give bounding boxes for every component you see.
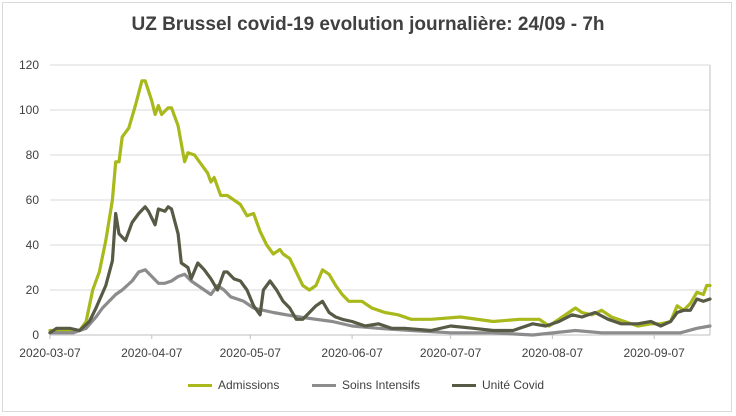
- legend-label-soins-intensifs: Soins Intensifs: [342, 378, 421, 392]
- x-tick-label-2020-07-07: 2020-07-07: [420, 346, 482, 360]
- x-tick-label-2020-08-07: 2020-08-07: [522, 346, 584, 360]
- x-tick-label-2020-05-07: 2020-05-07: [220, 346, 282, 360]
- chart-title: UZ Brussel covid-19 evolution journalièr…: [131, 14, 605, 35]
- legend-swatch-admissions: [188, 384, 212, 387]
- series-line-unite-covid: [48, 205, 712, 335]
- y-tick-label-20: 20: [26, 283, 40, 297]
- legend-label-admissions: Admissions: [218, 378, 280, 392]
- y-tick-label-120: 120: [19, 58, 39, 72]
- x-tick-label-2020-03-07: 2020-03-07: [19, 346, 81, 360]
- y-tick-label-60: 60: [26, 193, 40, 207]
- legend-swatch-unite-covid: [452, 384, 476, 387]
- gridlines: [50, 64, 710, 291]
- y-axis-ticks: 0 20 40 60 80 100 120: [19, 58, 39, 342]
- chart-frame: [2, 2, 732, 412]
- y-tick-label-40: 40: [26, 238, 40, 252]
- x-axis-ticks: 2020-03-07 2020-04-07 2020-05-07 2020-06-07…: [19, 335, 685, 360]
- x-tick-label-2020-04-07: 2020-04-07: [121, 346, 183, 360]
- legend-swatch-soins-intensifs: [312, 384, 336, 387]
- legend-label-unite-covid: Unité Covid: [482, 378, 545, 392]
- x-tick-label-2020-06-07: 2020-06-07: [321, 346, 383, 360]
- series-line-soins-intensifs: [48, 268, 712, 337]
- y-tick-label-80: 80: [26, 148, 40, 162]
- y-tick-label-100: 100: [19, 103, 39, 117]
- chart-legend: Admissions Soins Intensifs Unité Covid: [0, 376, 736, 394]
- y-tick-label-0: 0: [32, 328, 39, 342]
- series-lines: [48, 79, 712, 337]
- series-line-admissions: [48, 79, 712, 333]
- x-tick-label-2020-09-07: 2020-09-07: [623, 346, 685, 360]
